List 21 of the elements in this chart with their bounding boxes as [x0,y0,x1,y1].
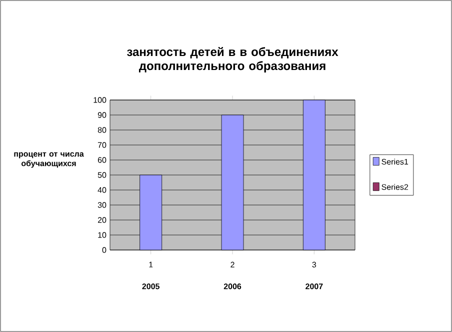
legend-label: Series1 [382,158,408,165]
y-tick-label: 0 [102,247,106,253]
y-tick-label: 90 [98,112,106,118]
y-tick-label: 30 [98,202,106,208]
chart-title: занятость детей в в объединениях дополнительного образования [127,47,338,72]
x-tick-label: 3 [312,262,316,268]
y-tick-label: 100 [94,97,106,103]
text: 2007 [306,284,323,290]
y-tick-label: 10 [98,232,106,238]
y-tick-label: 80 [98,127,106,133]
y-axis-title: процент от числа обучающихся [14,152,84,168]
x-tick-label: 1 [149,262,153,268]
legend-label: Series2 [382,184,408,190]
text: 2005 [142,284,160,290]
y-tick-label: 70 [98,142,106,148]
y-tick-label: 40 [98,187,106,193]
y-tick-label: 20 [98,217,106,223]
y-tick-label: 50 [98,172,106,178]
text: 2006 [224,284,242,290]
x-tick-label: 2 [230,262,234,268]
y-tick-label: 60 [98,157,106,163]
